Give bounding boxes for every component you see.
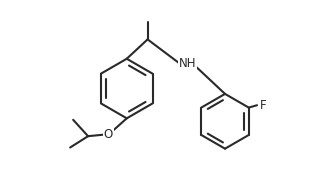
Text: F: F <box>260 99 266 112</box>
Text: NH: NH <box>179 57 196 70</box>
Text: O: O <box>104 128 113 141</box>
